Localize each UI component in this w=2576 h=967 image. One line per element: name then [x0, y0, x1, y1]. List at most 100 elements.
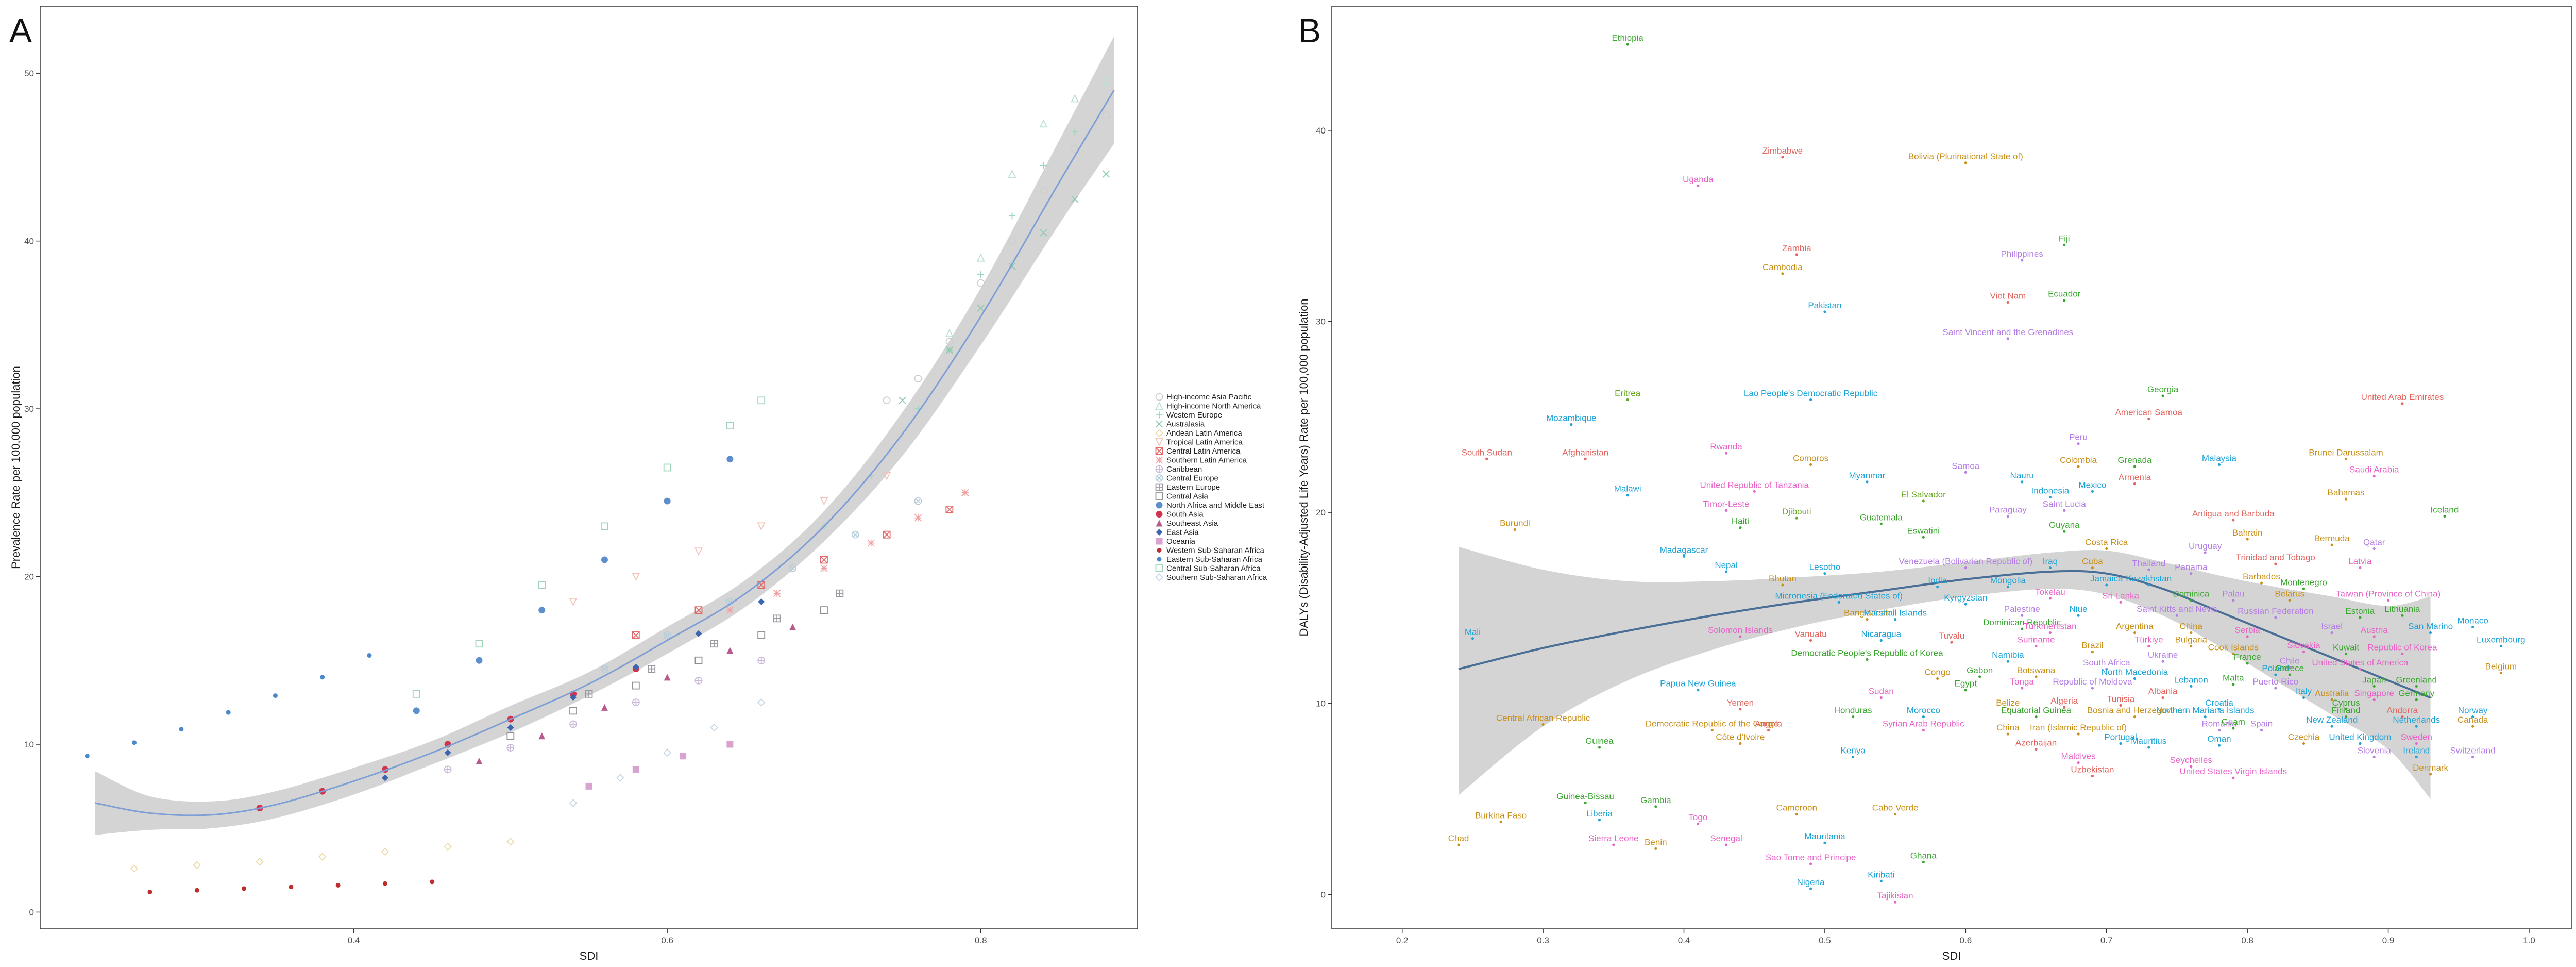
panel-a-point	[945, 329, 954, 338]
country-point: Bolivia (Plurinational State of)	[1908, 152, 2023, 164]
country-dot	[1809, 398, 1812, 402]
country-dot	[1626, 494, 1629, 497]
legend-entry: Southern Latin America	[1155, 456, 1247, 465]
legend-label: East Asia	[1166, 528, 1199, 537]
country-label: United Arab Emirates	[2361, 392, 2444, 402]
country-point: Comoros	[1793, 453, 1828, 466]
panel-a-point	[632, 766, 639, 773]
panel-a-point	[616, 774, 624, 782]
country-label: Saint Vincent and the Grenadines	[1942, 327, 2073, 337]
country-dot	[1598, 819, 1601, 822]
country-label: Burkina Faso	[1475, 810, 1527, 820]
country-label: Australia	[2315, 688, 2349, 698]
country-point: El Salvador	[1901, 490, 1946, 503]
country-point: Yemen	[1727, 698, 1754, 711]
panel-a-point	[694, 606, 703, 614]
country-dot	[1654, 805, 1657, 808]
country-label: Haiti	[1732, 516, 1749, 526]
country-dot	[1879, 639, 1883, 642]
legend-entry: Western Sub-Saharan Africa	[1157, 546, 1264, 555]
country-point: Kazakhstan	[2126, 574, 2172, 587]
country-dot	[2133, 715, 2137, 719]
country-dot	[2288, 665, 2291, 669]
country-dot	[2232, 519, 2235, 522]
panel-a-point	[1071, 128, 1078, 136]
country-label: Israel	[2321, 622, 2343, 631]
country-point: Kuwait	[2333, 642, 2359, 655]
country-point: Dominica	[2173, 589, 2210, 602]
country-point: Mexico	[2078, 480, 2106, 493]
legend-key	[1156, 511, 1163, 518]
country-label: Thailand	[2132, 558, 2165, 568]
panel-a-plot-frame	[40, 6, 1138, 929]
country-dot	[2091, 490, 2094, 493]
panel-a-point	[632, 631, 640, 639]
country-label: Uzbekistan	[2071, 765, 2114, 775]
country-label: Eswatini	[1907, 526, 1940, 536]
country-label: Ghana	[1910, 851, 1937, 860]
country-point: Northern Mariana Islands	[2156, 706, 2255, 719]
country-dot	[2359, 616, 2362, 619]
country-point: Jamaica	[2090, 574, 2123, 587]
country-label: Malta	[2223, 673, 2244, 683]
country-label: Palau	[2222, 589, 2244, 599]
country-point: Egypt	[1955, 679, 1977, 692]
country-label: Tunisia	[2107, 694, 2135, 704]
panel-b-trend-line	[1458, 570, 2431, 699]
panel-a-point	[977, 279, 985, 287]
panel-b-x-axis-title: SDI	[1942, 949, 1961, 962]
country-label: Andorra	[2387, 706, 2418, 715]
country-label: Sudan	[1869, 687, 1894, 696]
country-point: Peru	[2069, 432, 2088, 445]
legend-entry: Australasia	[1155, 420, 1205, 429]
country-dot	[1541, 723, 1545, 726]
country-point: Micronesia (Federated States of)	[1775, 591, 1903, 604]
panel-a-point	[147, 889, 152, 894]
legend-label: Southern Latin America	[1166, 456, 1247, 465]
country-dot	[2021, 627, 2024, 630]
country-point: Azerbaijan	[2015, 738, 2057, 751]
panel-a-point	[444, 749, 451, 756]
country-label: Cabo Verde	[1872, 803, 1919, 813]
country-dot	[2147, 746, 2150, 749]
country-dot	[2077, 761, 2080, 764]
country-point: Cyprus	[2332, 698, 2360, 711]
legend-key	[1157, 557, 1162, 562]
country-point: Benin	[1645, 837, 1667, 850]
country-dot	[2063, 530, 2066, 533]
country-point: Singapore	[2354, 688, 2394, 701]
country-label: United States of America	[2312, 658, 2409, 668]
panel-a-point	[867, 539, 875, 547]
panel-a: A 0.4 0.6 0.8 0 10 20 30 40 50 SDI Prevalence Ra…	[9, 6, 1267, 962]
country-dot	[1795, 813, 1798, 816]
panel-a-point	[476, 657, 483, 664]
country-dot	[2260, 728, 2263, 732]
country-dot	[2190, 765, 2193, 768]
country-dot	[2232, 652, 2235, 655]
country-dot	[2175, 614, 2179, 617]
country-point: Tunisia	[2107, 694, 2135, 707]
panel-a-point	[601, 704, 608, 711]
country-label: Russian Federation	[2238, 606, 2313, 616]
country-label: Mauritius	[2131, 736, 2166, 746]
country-point: Greece	[2275, 663, 2304, 676]
country-point: Slovenia	[2358, 745, 2391, 759]
country-point: Myanmar	[1849, 471, 1886, 484]
country-dot	[2359, 668, 2362, 671]
country-label: United States Virgin Islands	[2180, 766, 2287, 776]
panel-a-point	[320, 675, 325, 680]
country-point: Brazil	[2081, 641, 2104, 654]
country-point: Iran (Islamic Republic of)	[2030, 723, 2127, 736]
legend-key	[1156, 538, 1163, 545]
country-dot	[2190, 598, 2193, 602]
country-dot	[1964, 566, 1967, 570]
country-dot	[1626, 43, 1629, 46]
legend-key	[1155, 447, 1163, 455]
country-dot	[1809, 463, 1812, 466]
country-dot	[2147, 644, 2150, 648]
panel-a-y-tick-label: 50	[24, 69, 34, 78]
country-label: Ukraine	[2148, 650, 2178, 660]
legend-entry: Central Sub-Saharan Africa	[1155, 564, 1261, 573]
country-point: Japan	[2362, 675, 2386, 688]
country-point: Vanuatu	[1795, 629, 1827, 642]
